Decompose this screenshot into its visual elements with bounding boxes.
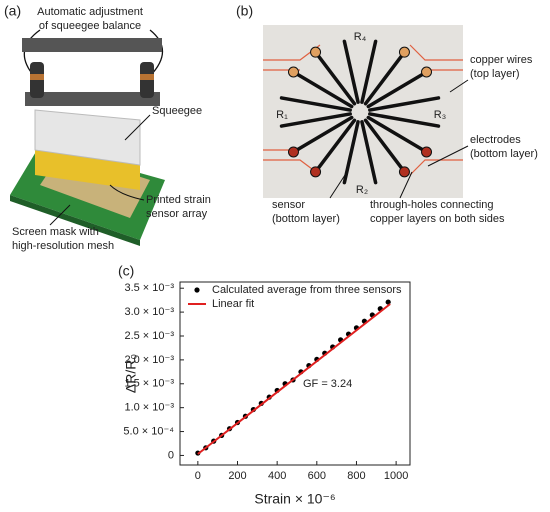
annotation: electrodes — [470, 134, 521, 146]
x-tick-label: 600 — [308, 470, 326, 482]
sensor-label: R₂ — [356, 184, 368, 196]
leader — [329, 174, 346, 199]
x-tick-label: 0 — [195, 470, 201, 482]
sensor-line — [313, 50, 357, 106]
annotation: GF = 3.24 — [303, 378, 352, 390]
electrode — [421, 146, 433, 158]
annotation: sensor array — [146, 208, 208, 220]
x-tick-label: 800 — [347, 470, 365, 482]
leader — [49, 204, 71, 226]
x-axis-label: Strain × 10⁻⁶ — [254, 491, 335, 507]
annotation: (bottom layer) — [272, 213, 340, 225]
electrode — [310, 46, 322, 58]
spring-ring — [140, 74, 154, 80]
sensor-line — [342, 120, 360, 185]
y-tick-label: 5.0 × 10⁻⁴ — [123, 425, 174, 437]
squeegee-holder — [34, 109, 141, 166]
sensor-line — [291, 70, 354, 109]
sensor-line — [313, 118, 357, 174]
annotation: Printed strain — [146, 194, 211, 206]
electrode — [421, 66, 433, 78]
lower-bar — [25, 92, 160, 106]
electrode — [287, 146, 299, 158]
leader — [449, 79, 469, 93]
x-tick-label: 200 — [228, 470, 246, 482]
sensor-line — [366, 115, 429, 154]
annotation: (bottom layer) — [470, 148, 538, 160]
annotation: copper layers on both sides — [370, 213, 505, 225]
sensor-line — [279, 112, 352, 128]
y-tick-label: 2.5 × 10⁻³ — [124, 330, 174, 342]
sensor-label: R₃ — [434, 109, 446, 121]
plot-frame — [179, 281, 411, 466]
sensor-line — [291, 115, 354, 154]
sensor-label: R₁ — [276, 109, 288, 121]
sensor-line — [363, 50, 407, 106]
sensor-photo — [263, 25, 463, 198]
x-tick-label: 1000 — [384, 470, 408, 482]
squeegee — [35, 150, 140, 190]
sensor-label: R₄ — [354, 31, 367, 43]
panel-label: (c) — [118, 263, 134, 279]
leader — [109, 184, 145, 201]
electrode — [287, 66, 299, 78]
sensor-line — [279, 96, 352, 112]
x-tick-label: 400 — [268, 470, 286, 482]
y-tick-label: 1.5 × 10⁻³ — [124, 378, 174, 390]
sensor-line — [360, 39, 378, 104]
electrode — [310, 166, 322, 178]
y-tick-label: 0 — [168, 449, 174, 461]
annotation: (top layer) — [470, 68, 520, 80]
annotation: Automatic adjustment — [37, 6, 143, 18]
fit-line — [197, 303, 391, 455]
leader — [427, 145, 469, 167]
sensor-line — [368, 112, 441, 128]
panel-label: (a) — [4, 3, 21, 19]
upper-bar — [22, 38, 162, 52]
legend-label: Calculated average from three sensors — [212, 284, 402, 296]
annotation: copper wires — [470, 54, 533, 66]
electrode — [398, 46, 410, 58]
sensor-line — [363, 118, 407, 174]
y-tick-label: 3.5 × 10⁻³ — [124, 282, 174, 294]
annotation: sensor — [272, 199, 305, 211]
sensor-line — [368, 96, 441, 112]
y-tick-label: 2.0 × 10⁻³ — [124, 354, 174, 366]
sensor-pattern — [263, 39, 463, 185]
panel-label: (b) — [236, 3, 253, 19]
electrode — [398, 166, 410, 178]
leader — [399, 171, 413, 199]
legend-label: Linear fit — [212, 298, 254, 310]
annotation: Screen mask with — [12, 226, 99, 238]
copper-wire — [263, 44, 463, 176]
annotation: high-resolution mesh — [12, 240, 114, 252]
y-tick-label: 1.0 × 10⁻³ — [124, 402, 174, 414]
annotation: of squeegee balance — [39, 20, 141, 32]
chart: 0 5.0 × 10⁻⁴ 1.0 × 10⁻³ 1.5 × 10⁻³ 2.0 × 10⁻… — [123, 281, 411, 507]
sensor-line — [360, 120, 378, 185]
annotation: through-holes connecting — [370, 199, 494, 211]
y-tick-label: 3.0 × 10⁻³ — [124, 306, 174, 318]
y-axis-label: ΔR/R₀ — [123, 354, 139, 393]
spring-ring — [30, 74, 44, 80]
screen-edge — [10, 195, 140, 246]
legend-marker — [194, 287, 200, 293]
sensor-line — [342, 39, 360, 104]
printer-illustration — [10, 38, 165, 246]
annotation: Squeegee — [152, 105, 202, 117]
leader — [124, 114, 151, 141]
sensor-line — [366, 70, 429, 109]
